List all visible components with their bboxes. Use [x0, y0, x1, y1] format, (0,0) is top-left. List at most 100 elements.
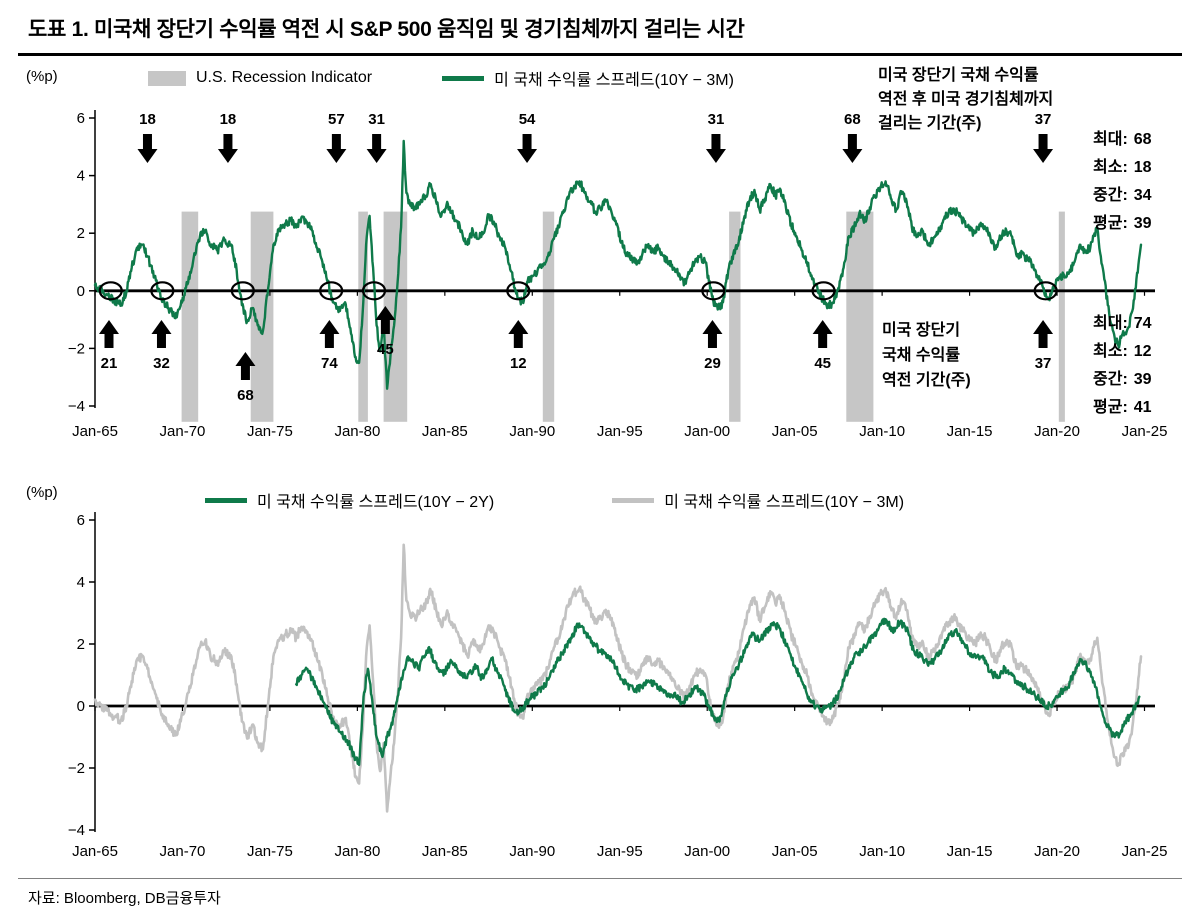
- stat-row: 최대: 74: [1093, 310, 1152, 338]
- svg-text:Jan-85: Jan-85: [422, 843, 468, 860]
- svg-text:4: 4: [77, 168, 85, 185]
- svg-text:32: 32: [153, 355, 170, 372]
- svg-text:0: 0: [77, 283, 85, 300]
- svg-text:37: 37: [1035, 355, 1052, 372]
- annotation-line: 역전 기간(주): [882, 372, 971, 389]
- svg-text:18: 18: [220, 111, 237, 128]
- svg-text:2: 2: [77, 636, 85, 653]
- recession-band-swatch: [148, 70, 186, 86]
- legend-label-recession: U.S. Recession Indicator: [196, 69, 373, 86]
- svg-text:2: 2: [77, 225, 85, 242]
- svg-text:6: 6: [77, 110, 85, 127]
- svg-text:Jan-80: Jan-80: [334, 843, 380, 860]
- svg-text:Jan-75: Jan-75: [247, 423, 293, 440]
- svg-text:4: 4: [77, 574, 85, 591]
- annotation-line: 역전 후 미국 경기침체까지: [878, 91, 1054, 108]
- svg-text:29: 29: [704, 355, 721, 372]
- svg-text:Jan-70: Jan-70: [160, 423, 206, 440]
- svg-text:Jan-05: Jan-05: [772, 423, 818, 440]
- stat-row: 최소: 18: [1093, 154, 1152, 182]
- stats-weeks-to-recession: 최대: 68 최소: 18 중간: 34 평균: 39: [1093, 126, 1152, 238]
- svg-text:Jan-15: Jan-15: [947, 423, 993, 440]
- svg-text:Jan-95: Jan-95: [597, 423, 643, 440]
- svg-text:68: 68: [844, 111, 861, 128]
- stat-value: 18: [1133, 159, 1152, 176]
- stat-value: 34: [1133, 187, 1152, 204]
- svg-text:Jan-65: Jan-65: [72, 423, 118, 440]
- legend-label-spread-10y2y: 미 국채 수익률 스프레드(10Y − 2Y): [257, 494, 495, 511]
- svg-text:0: 0: [77, 698, 85, 715]
- stat-row: 최대: 68: [1093, 126, 1152, 154]
- svg-text:37: 37: [1035, 111, 1052, 128]
- svg-text:54: 54: [519, 111, 536, 128]
- annotation-weeks-to-recession: 미국 장단기 국채 수익률 역전 후 미국 경기침체까지 걸리는 기간(주): [878, 64, 1053, 136]
- svg-text:74: 74: [321, 355, 338, 372]
- svg-text:Jan-10: Jan-10: [859, 843, 905, 860]
- legend-item-spread-10y3m-gray: 미 국채 수익률 스프레드(10Y − 3M): [612, 488, 904, 512]
- stat-label: 평균:: [1093, 215, 1128, 232]
- source-note: 자료: Bloomberg, DB금융투자: [18, 878, 1182, 914]
- svg-text:6: 6: [77, 512, 85, 529]
- stat-value: 39: [1133, 215, 1152, 232]
- svg-text:Jan-75: Jan-75: [247, 843, 293, 860]
- svg-text:68: 68: [237, 387, 254, 404]
- stat-value: 39: [1133, 371, 1152, 388]
- stats-inversion-duration: 최대: 74 최소: 12 중간: 39 평균: 41: [1093, 310, 1152, 422]
- svg-text:31: 31: [368, 111, 385, 128]
- annotation-line: 걸리는 기간(주): [878, 115, 982, 132]
- stat-row: 평균: 39: [1093, 210, 1152, 238]
- svg-text:Jan-90: Jan-90: [509, 423, 555, 440]
- svg-text:Jan-95: Jan-95: [597, 843, 643, 860]
- svg-text:Jan-00: Jan-00: [684, 843, 730, 860]
- top-chart: 6 4 2 0 −2 −4 Jan-65 Jan-70 Jan-75 Jan-80 Jan-85 Ja…: [0, 56, 1200, 464]
- bottom-chart-legend: 미 국채 수익률 스프레드(10Y − 2Y) 미 국채 수익률 스프레드(10…: [205, 488, 904, 512]
- svg-text:21: 21: [101, 355, 118, 372]
- svg-text:Jan-80: Jan-80: [334, 423, 380, 440]
- bottom-chart: 6 4 2 0 −2 −4 Jan-65 Jan-70 Jan-75 Jan-80 Jan-85 Ja…: [0, 464, 1200, 872]
- stat-value: 68: [1133, 131, 1152, 148]
- stat-label: 최소:: [1093, 159, 1128, 176]
- stat-value: 74: [1133, 315, 1152, 332]
- svg-text:Jan-25: Jan-25: [1122, 843, 1168, 860]
- svg-text:Jan-20: Jan-20: [1034, 423, 1080, 440]
- stat-label: 중간:: [1093, 371, 1128, 388]
- svg-text:31: 31: [708, 111, 725, 128]
- legend-item-spread-10y3m: 미 국채 수익률 스프레드(10Y − 3M): [442, 66, 734, 90]
- stat-value: 12: [1133, 343, 1152, 360]
- stat-row: 평균: 41: [1093, 394, 1152, 422]
- bottom-chart-canvas: 6 4 2 0 −2 −4 Jan-65 Jan-70 Jan-75 Jan-80 Jan-85 Ja…: [68, 512, 1168, 860]
- svg-text:18: 18: [139, 111, 156, 128]
- figure-title: 도표 1. 미국채 장단기 수익률 역전 시 S&P 500 움직임 및 경기침…: [18, 0, 1182, 56]
- svg-text:Jan-70: Jan-70: [160, 843, 206, 860]
- svg-text:Jan-90: Jan-90: [509, 843, 555, 860]
- svg-text:Jan-25: Jan-25: [1122, 423, 1168, 440]
- svg-text:Jan-05: Jan-05: [772, 843, 818, 860]
- svg-text:−2: −2: [68, 340, 85, 357]
- stat-label: 최소:: [1093, 343, 1128, 360]
- stat-label: 최대:: [1093, 131, 1128, 148]
- legend-label-spread-10y3m-gray: 미 국채 수익률 스프레드(10Y − 3M): [664, 494, 905, 511]
- annotation-line: 미국 장단기: [882, 322, 961, 339]
- legend-item-spread-10y2y: 미 국채 수익률 스프레드(10Y − 2Y): [205, 488, 494, 512]
- svg-text:−4: −4: [68, 398, 85, 415]
- svg-text:−2: −2: [68, 760, 85, 777]
- svg-text:12: 12: [510, 355, 527, 372]
- stat-label: 최대:: [1093, 315, 1128, 332]
- stat-value: 41: [1133, 399, 1152, 416]
- svg-text:Jan-10: Jan-10: [859, 423, 905, 440]
- annotation-inversion-duration: 미국 장단기 국채 수익률 역전 기간(주): [882, 318, 971, 393]
- spread-10y3m-gray-line-swatch: [612, 497, 655, 503]
- spread-10y2y-line-swatch: [205, 497, 247, 503]
- svg-text:Jan-20: Jan-20: [1034, 843, 1080, 860]
- stat-row: 최소: 12: [1093, 338, 1152, 366]
- annotation-line: 국채 수익률: [882, 347, 961, 364]
- legend-label-spread-10y3m: 미 국채 수익률 스프레드(10Y − 3M): [494, 72, 734, 89]
- svg-text:Jan-00: Jan-00: [684, 423, 730, 440]
- top-chart-canvas: 6 4 2 0 −2 −4 Jan-65 Jan-70 Jan-75 Jan-80 Jan-85 Ja…: [68, 110, 1168, 440]
- stat-label: 평균:: [1093, 399, 1128, 416]
- svg-text:45: 45: [377, 341, 394, 358]
- y-axis-unit-label: (%p): [26, 68, 58, 85]
- spread-10y3m-line-swatch: [442, 75, 485, 81]
- top-chart-legend: U.S. Recession Indicator 미 국채 수익률 스프레드(1…: [148, 66, 734, 90]
- svg-text:57: 57: [328, 111, 345, 128]
